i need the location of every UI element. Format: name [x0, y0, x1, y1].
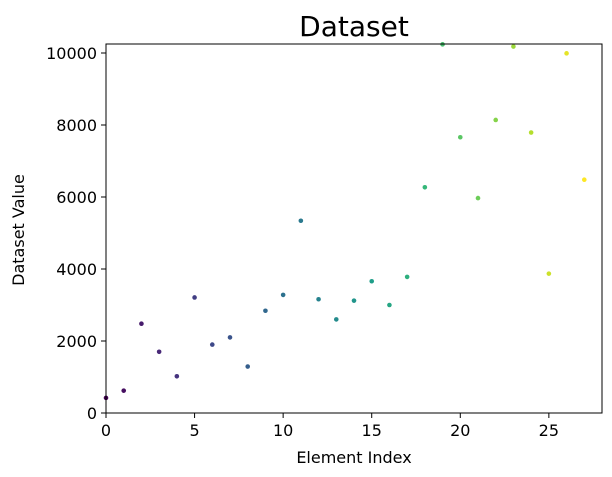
- data-point: [227, 335, 233, 340]
- data-point: [209, 342, 215, 347]
- data-point: [263, 308, 268, 314]
- data-point: [493, 117, 499, 123]
- y-tick-label: 6000: [56, 188, 97, 207]
- data-point: [174, 373, 180, 379]
- x-axis-ticks: 0 5 10 15 20 25: [101, 413, 559, 440]
- data-point: [546, 271, 552, 276]
- data-point: [121, 388, 127, 393]
- x-tick-label: 0: [101, 421, 111, 440]
- y-tick-label: 0: [87, 404, 97, 423]
- data-point: [156, 349, 162, 355]
- chart-title: Dataset: [299, 10, 409, 43]
- data-point: [422, 184, 428, 190]
- data-point: [511, 44, 516, 49]
- data-point: [564, 51, 569, 56]
- data-point: [245, 364, 251, 369]
- data-point: [192, 295, 197, 300]
- data-point: [457, 134, 463, 140]
- data-point: [369, 278, 375, 284]
- x-tick-label: 15: [362, 421, 382, 440]
- x-tick-label: 5: [189, 421, 199, 440]
- x-axis-label: Element Index: [296, 448, 411, 467]
- x-tick-label: 20: [450, 421, 470, 440]
- data-point: [387, 302, 392, 308]
- data-point: [581, 177, 587, 183]
- y-tick-label: 8000: [56, 116, 97, 135]
- y-axis-ticks: 0 2000 4000 6000 8000 10000: [46, 44, 106, 423]
- y-tick-label: 10000: [46, 44, 97, 63]
- y-tick-label: 2000: [56, 332, 97, 351]
- data-point: [298, 218, 304, 224]
- data-point: [404, 274, 410, 280]
- y-tick-label: 4000: [56, 260, 97, 279]
- data-point: [333, 317, 339, 322]
- data-point: [475, 195, 481, 201]
- data-points: [103, 42, 587, 401]
- data-point: [139, 321, 144, 327]
- data-point: [280, 292, 286, 298]
- data-point: [528, 130, 534, 135]
- data-point: [316, 296, 321, 302]
- data-point: [351, 298, 357, 303]
- x-tick-label: 25: [539, 421, 559, 440]
- plot-frame: [105, 43, 603, 414]
- x-tick-label: 10: [273, 421, 293, 440]
- y-axis-label: Dataset Value: [9, 174, 28, 286]
